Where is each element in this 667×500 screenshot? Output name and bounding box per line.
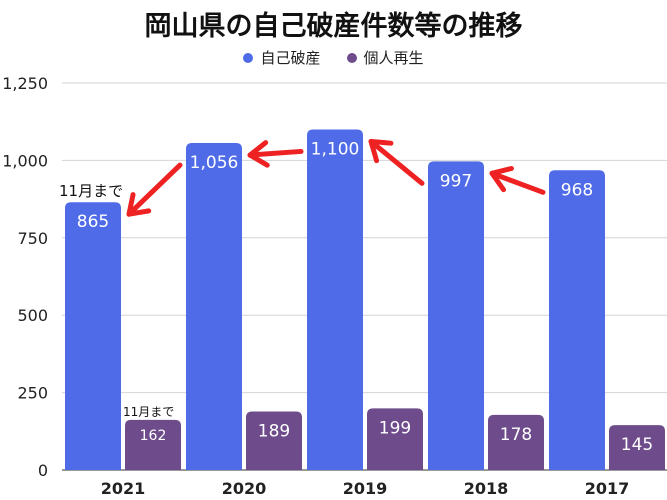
data-label: 968 — [561, 180, 593, 200]
data-label: 1,056 — [190, 153, 239, 173]
data-label: 865 — [77, 212, 109, 232]
x-tick-label: 2020 — [222, 479, 267, 498]
legend-item-jiko-hasan: 自己破産 — [243, 47, 321, 68]
trend-arrow — [368, 138, 425, 186]
chart-title: 岡山県の自己破産件数等の推移 — [144, 11, 523, 42]
x-tick-label: 2017 — [585, 479, 630, 498]
y-tick-label: 500 — [17, 306, 48, 325]
bar — [246, 411, 302, 470]
x-tick-label: 2021 — [101, 479, 146, 498]
y-tick-label: 750 — [17, 229, 48, 248]
y-tick-label: 1,000 — [2, 151, 48, 170]
data-label: 997 — [440, 171, 472, 191]
trend-arrow — [247, 148, 304, 158]
data-label: 162 — [140, 428, 167, 444]
data-label: 189 — [258, 421, 290, 441]
legend-item-kojin-saisei: 個人再生 — [346, 47, 424, 68]
arrow-head — [489, 166, 514, 193]
trend-arrow — [489, 170, 546, 195]
annotation-label: 11月まで — [123, 405, 174, 419]
bar — [125, 419, 181, 470]
annotation-label: 11月まで — [59, 182, 123, 200]
bar — [428, 161, 484, 470]
y-tick-label: 250 — [17, 384, 48, 403]
x-tick-label: 2018 — [464, 479, 509, 498]
data-label: 1,100 — [311, 139, 360, 159]
bar — [307, 129, 363, 470]
trend-arrow — [126, 162, 183, 217]
bar — [609, 425, 665, 470]
bar — [186, 143, 242, 471]
y-tick-label: 1,250 — [2, 74, 48, 93]
legend-swatch-kojin-saisei — [346, 52, 357, 63]
data-label: 178 — [500, 425, 532, 445]
bar — [488, 414, 544, 470]
legend-swatch-jiko-hasan — [243, 52, 254, 63]
legend-label-kojin-saisei: 個人再生 — [363, 49, 424, 67]
x-tick-label: 2019 — [343, 479, 388, 498]
legend: 自己破産 個人再生 — [0, 47, 667, 68]
arrow-head — [247, 140, 270, 168]
bar — [549, 170, 605, 471]
bar — [367, 408, 423, 470]
data-label: 199 — [379, 418, 411, 438]
y-tick-label: 0 — [38, 461, 48, 480]
bar — [65, 202, 121, 471]
data-label: 145 — [621, 435, 653, 455]
arrow-head — [368, 138, 394, 164]
arrow-head — [126, 192, 152, 217]
legend-label-jiko-hasan: 自己破産 — [260, 49, 321, 67]
